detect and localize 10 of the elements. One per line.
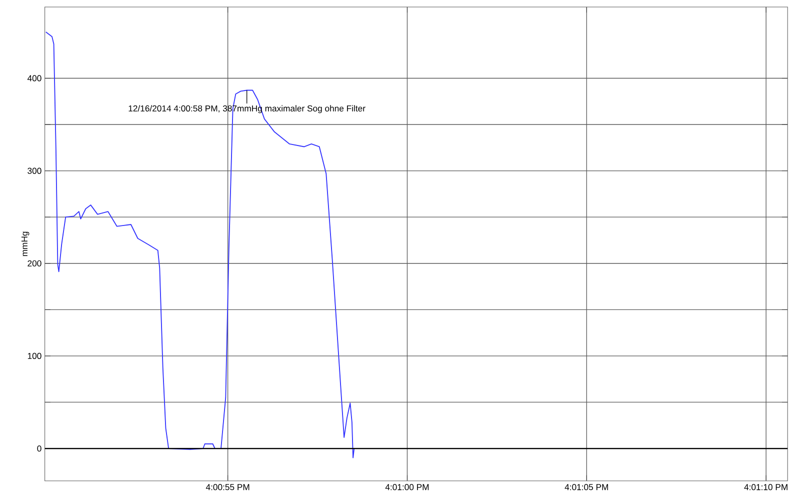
y-tick-label: 300 xyxy=(28,168,42,174)
x-tick-label: 4:01:00 PM xyxy=(385,484,429,490)
y-tick-label: 0 xyxy=(37,446,42,452)
x-tick-label: 4:00:55 PM xyxy=(206,484,250,490)
y-tick-label: 200 xyxy=(28,260,42,267)
y-axis-title: mmHg xyxy=(21,232,30,256)
y-tick-label: 400 xyxy=(27,75,42,82)
y-tick-label: 100 xyxy=(28,352,42,360)
x-tick-label: 4:01:10 PM xyxy=(744,484,788,490)
x-tick-label: 4:01:05 PM xyxy=(564,484,608,490)
